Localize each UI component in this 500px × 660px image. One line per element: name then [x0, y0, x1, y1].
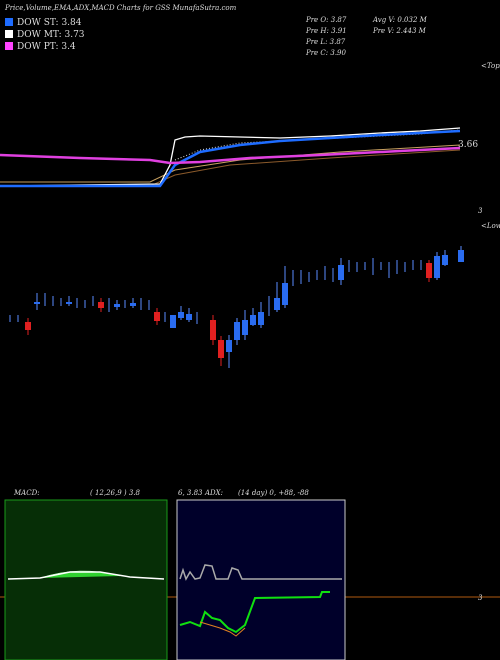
legend-swatch [5, 18, 13, 26]
price-lines [0, 127, 461, 188]
stat: Pre L: 3.87 [305, 38, 346, 46]
price-level: 3.66 [458, 140, 478, 150]
lows-label: <Lows [481, 222, 500, 230]
macd-panel [4, 499, 168, 660]
stat: Avg V: 0.032 M [372, 16, 428, 24]
adx-panel [176, 499, 346, 660]
stat: Pre C: 3.90 [305, 49, 346, 57]
minus-di-line [199, 621, 246, 637]
macd-values: 6, 3.83 [178, 489, 203, 497]
legend-swatch [5, 42, 13, 50]
adx-params: (14 day) 0, +88, -88 [238, 489, 309, 497]
adx-title: ADX: [204, 489, 223, 497]
reference-label: 3 [478, 594, 483, 602]
stat: Pre H: 3.91 [305, 27, 347, 35]
macd-title: MACD: [13, 489, 40, 497]
candles [9, 246, 464, 368]
stat: Pre V: 2.443 M [372, 27, 427, 35]
legend-label: DOW MT: 3.73 [17, 30, 85, 40]
price-bottom: 3 [478, 207, 483, 215]
plus-di-line [179, 591, 330, 634]
macd-line [7, 571, 165, 580]
legend-swatch [5, 30, 13, 38]
macd-params: ( 12,26,9 ) 3.8 [90, 489, 141, 497]
page-title: Price,Volume,EMA,ADX,MACD Charts for GSS… [4, 4, 237, 12]
adx-line [179, 564, 342, 581]
legend: DOW ST: 3.84 DOW MT: 3.73 DOW PT: 3.4 [5, 18, 85, 52]
legend-label: DOW PT: 3.4 [17, 42, 76, 52]
tops-label: <Tops [481, 62, 500, 70]
stat: Pre O: 3.87 [305, 16, 347, 24]
legend-label: DOW ST: 3.84 [17, 18, 82, 28]
